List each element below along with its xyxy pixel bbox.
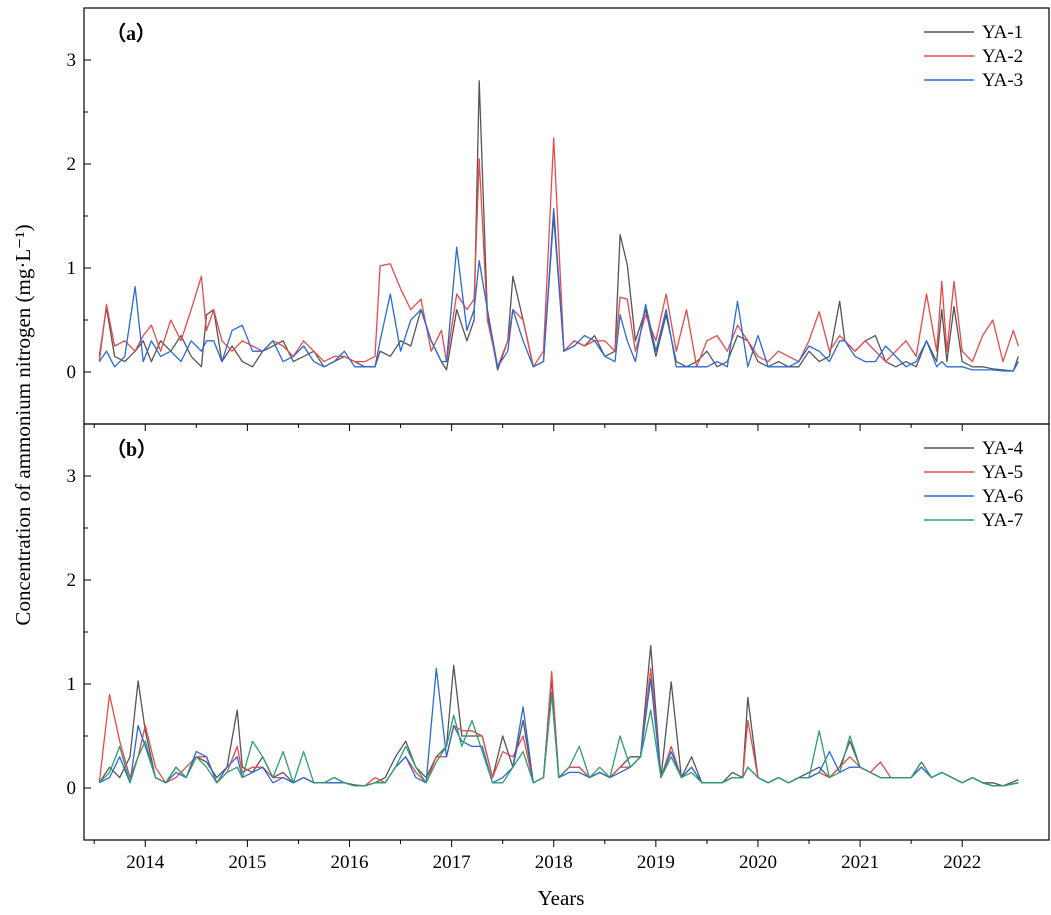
x-tick-label: 2016 (331, 852, 369, 873)
x-tick-label: 2019 (637, 852, 675, 873)
panel-label-b: （b） (106, 438, 157, 461)
legend-label-ya-2: YA-2 (982, 46, 1023, 67)
y-tick-label: 1 (67, 258, 77, 279)
legend-label-ya-6: YA-6 (982, 486, 1023, 507)
legend-label-ya-3: YA-3 (982, 70, 1023, 91)
x-tick-label: 2018 (535, 852, 573, 873)
series-line-ya-6 (99, 667, 1019, 787)
series-line-ya-5 (98, 667, 1019, 787)
x-tick-label: 2020 (739, 852, 777, 873)
panel-b: 0 1 2 3 2014 2015 2016 2017 2018 2019 2020 2021 2022… (67, 423, 1050, 873)
x-tick-label: 2014 (126, 852, 165, 873)
y-tick-label: 0 (67, 778, 77, 799)
x-tick-label: 2017 (433, 852, 471, 873)
x-tick-label: 2022 (943, 852, 981, 873)
y-tick-label: 1 (67, 674, 77, 695)
panel-a: 0 1 2 3 （a） YA-1 YA-2 YA-3 (67, 7, 1050, 431)
legend-label-ya-7: YA-7 (982, 510, 1023, 531)
x-axis-title: Years (538, 886, 585, 910)
y-tick-label: 2 (67, 570, 77, 591)
x-tick-label: 2015 (228, 852, 266, 873)
series-line-ya-2 (98, 137, 1020, 368)
y-tick-label: 3 (67, 50, 77, 71)
y-tick-label: 3 (67, 466, 77, 487)
series-line-ya-4 (98, 644, 1019, 787)
legend-label-ya-5: YA-5 (982, 462, 1023, 483)
series-line-ya-7 (98, 693, 1019, 787)
y-tick-label: 0 (67, 362, 77, 383)
plot-frame-a (83, 7, 1050, 425)
panel-label-a: （a） (106, 22, 156, 45)
y-tick-label: 2 (67, 154, 77, 175)
legend-label-ya-4: YA-4 (982, 438, 1024, 459)
y-axis-title: Concentration of ammonium nitrogen (mg·L… (11, 224, 35, 625)
series-line-ya-3 (98, 208, 1019, 372)
legend-label-ya-1: YA-1 (982, 22, 1023, 43)
x-tick-label: 2021 (841, 852, 879, 873)
